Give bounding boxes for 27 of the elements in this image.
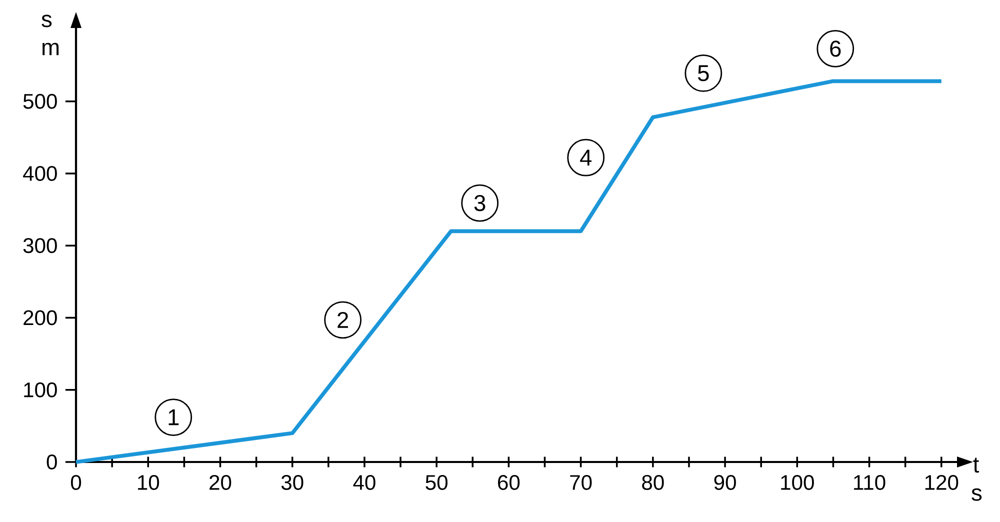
x-tick-label: 0 xyxy=(70,475,82,490)
x-tick-label: 60 xyxy=(498,475,520,490)
y-axis-title: s m xyxy=(42,14,59,56)
x-tick-label: 90 xyxy=(714,475,736,490)
y-tick-label: 100 xyxy=(24,382,57,398)
x-tick-label: 20 xyxy=(210,475,232,490)
x-tick-label: 120 xyxy=(925,475,958,490)
annotation: 6 xyxy=(830,40,841,57)
x-tick-label: 40 xyxy=(353,475,376,490)
x-tick-label: 80 xyxy=(642,475,664,490)
y-tick-label: 200 xyxy=(24,310,57,326)
y-tick-label: 500 xyxy=(23,94,57,109)
annotation: 4 xyxy=(580,150,592,166)
x-tick-label: 30 xyxy=(281,475,304,490)
x-tick-label: 110 xyxy=(854,475,886,490)
x-tick-label: 100 xyxy=(781,475,814,490)
y-tick-label: 300 xyxy=(23,238,57,254)
annotation: 2 xyxy=(338,312,348,328)
x-axis-title: t s xyxy=(972,458,982,501)
x-tick-label: 10 xyxy=(138,475,160,490)
annotation: 3 xyxy=(474,194,486,212)
x-tick-label: 70 xyxy=(570,475,592,490)
annotation: 1 xyxy=(168,409,179,426)
annotation: 5 xyxy=(698,65,709,82)
x-tick-label: 50 xyxy=(426,475,448,490)
y-tick-label: 400 xyxy=(23,166,57,181)
y-tick-label: 0 xyxy=(46,454,57,470)
